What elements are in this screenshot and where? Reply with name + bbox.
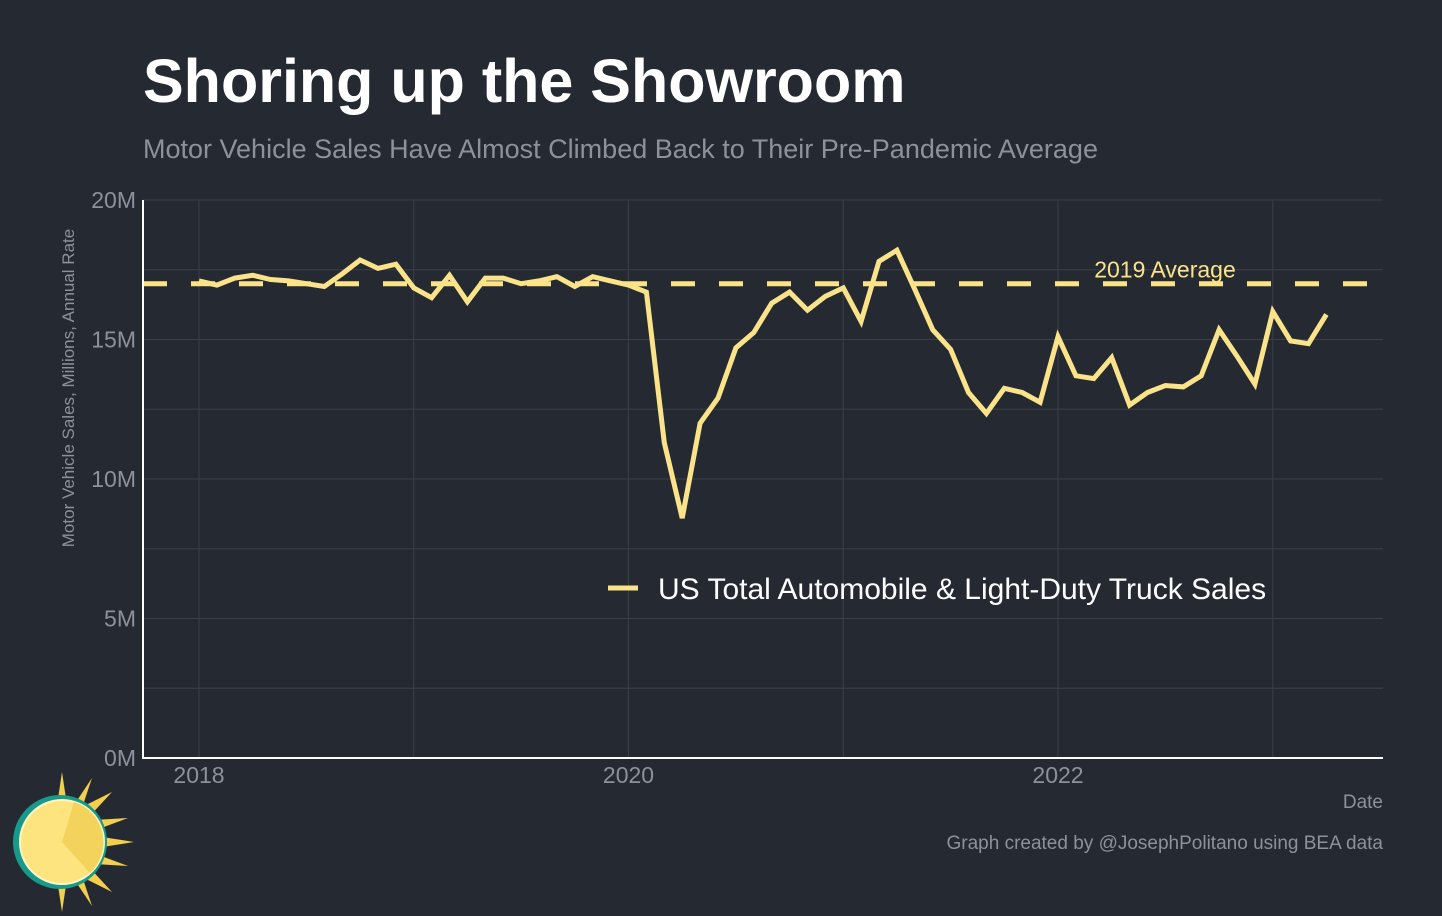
series-line-us-sales (198, 246, 1329, 519)
x-axis-label: Date (1342, 792, 1383, 813)
reference-line-label: 2019 Average (1094, 257, 1236, 283)
axis-ticks: 0M 5M 10M 15M 20M 2018 2020 2022 (91, 187, 1083, 788)
x-tick-label: 2018 (173, 762, 224, 788)
credit-text: Graph created by @JosephPolitano using B… (946, 833, 1383, 854)
y-tick-label: 20M (91, 187, 136, 213)
y-tick-label: 10M (91, 466, 136, 492)
y-tick-label: 5M (104, 606, 136, 632)
x-tick-label: 2022 (1032, 762, 1083, 788)
axes (142, 200, 1383, 759)
x-tick-label: 2020 (603, 762, 654, 788)
chart-title: Shoring up the Showroom (143, 47, 906, 115)
chart-subtitle: Motor Vehicle Sales Have Almost Climbed … (143, 134, 1098, 164)
legend: US Total Automobile & Light-Duty Truck S… (608, 573, 1266, 606)
y-tick-label: 0M (104, 745, 136, 771)
legend-label: US Total Automobile & Light-Duty Truck S… (658, 573, 1266, 606)
sun-logo-icon (13, 772, 134, 912)
y-tick-label: 15M (91, 327, 136, 353)
grid (143, 199, 1383, 758)
